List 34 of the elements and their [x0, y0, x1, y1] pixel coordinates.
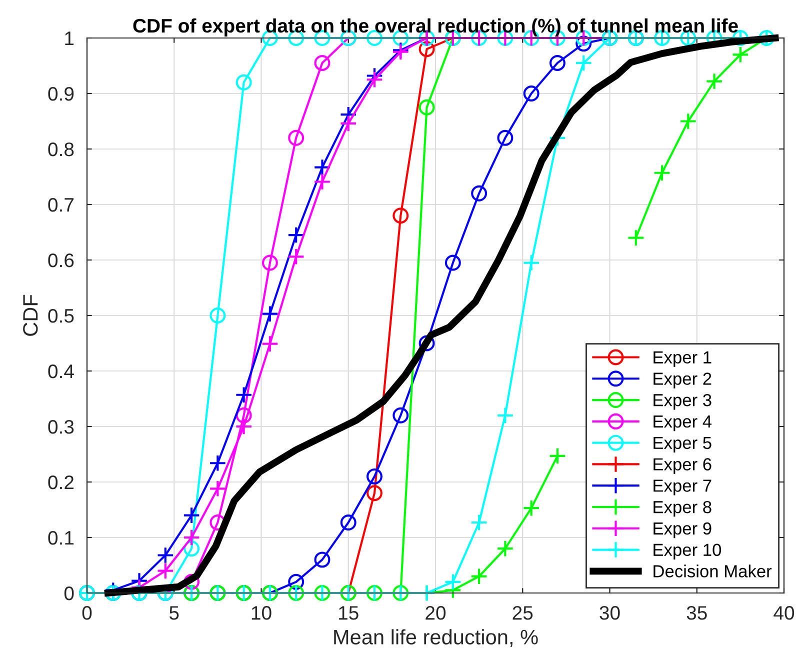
y-tick-label: 0.2: [48, 475, 74, 490]
y-tick-label: 0.3: [48, 420, 74, 434]
y-tick-label: 0.4: [48, 364, 74, 378]
chart-title: CDF of expert data on the overal reduction (%) of tunnel mean life: [133, 18, 738, 36]
x-tick-label: 0: [82, 606, 92, 620]
x-tick-label: 35: [686, 606, 707, 620]
y-tick-label: 1: [65, 32, 74, 46]
x-tick-label: 15: [339, 606, 358, 620]
legend-label: Exper 5: [654, 436, 712, 452]
x-tick-label: 5: [169, 606, 179, 620]
x-tick-label: 40: [774, 606, 794, 620]
legend-label: Exper 1: [654, 351, 712, 367]
legend-label: Exper 7: [654, 480, 712, 496]
y-tick-label: 0.6: [48, 253, 74, 268]
x-tick-label: 20: [426, 606, 446, 620]
y-tick-label: 0.5: [48, 308, 74, 323]
legend-label: Decision Maker: [654, 564, 772, 578]
legend-label: Exper 9: [654, 522, 712, 538]
y-tick-label: 0.1: [48, 530, 74, 545]
x-tick-label: 30: [600, 606, 620, 620]
y-axis-title: CDF: [23, 294, 38, 336]
y-tick-label: 0.9: [48, 86, 74, 101]
legend-label: Exper 2: [654, 372, 712, 388]
y-tick-label: 0.7: [48, 198, 74, 212]
y-tick-label: 0: [64, 586, 74, 600]
x-axis-title: Mean life reduction, %: [334, 629, 538, 647]
x-tick-label: 10: [252, 606, 272, 620]
y-tick-label: 0.8: [48, 142, 74, 156]
legend-label: Exper 10: [654, 544, 722, 560]
x-tick-label: 25: [512, 606, 533, 620]
legend-label: Exper 6: [654, 458, 712, 474]
legend-label: Exper 4: [654, 416, 712, 432]
legend-label: Exper 3: [654, 394, 712, 410]
legend-label: Exper 8: [654, 500, 712, 517]
